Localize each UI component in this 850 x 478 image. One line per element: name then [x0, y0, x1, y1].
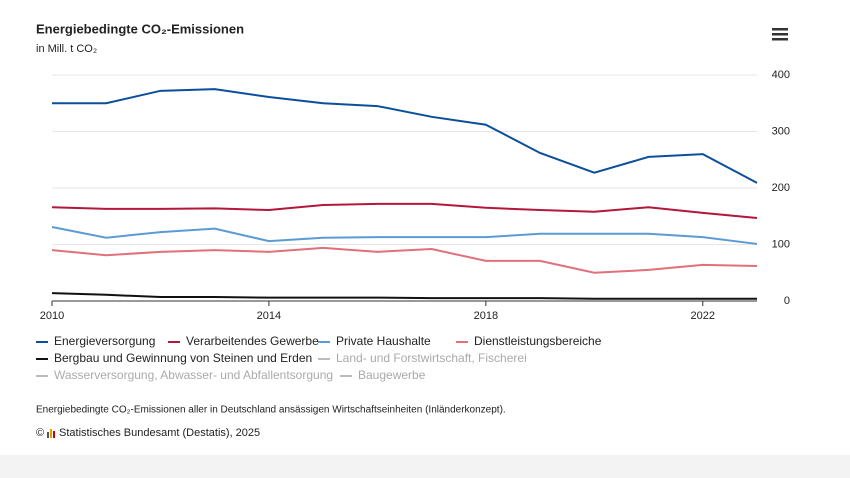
source: Statistisches Bundesamt (Destatis), 2025	[59, 427, 260, 439]
chart-subtitle: in Mill. t CO₂	[36, 43, 97, 55]
x-tick-label: 2022	[691, 310, 715, 322]
x-tick-label: 2010	[40, 310, 64, 322]
legend-label: Private Haushalte	[336, 334, 431, 348]
logo	[47, 429, 55, 438]
y-tick-label: 0	[784, 295, 790, 307]
series-line	[51, 202, 758, 219]
y-tick-label: 200	[772, 182, 790, 194]
y-tick-label: 100	[772, 238, 790, 250]
series-line	[51, 292, 757, 300]
x-tick-label: 2014	[257, 310, 281, 322]
source-symbol: ©	[36, 427, 44, 439]
legend-label: Wasserversorgung, Abwasser- und Abfallen…	[54, 368, 333, 382]
menu-bar[interactable]	[772, 28, 788, 31]
logo-bar	[53, 431, 55, 438]
legend-label: Bergbau und Gewinnung von Steinen und Er…	[54, 351, 312, 365]
legend-label: Land- und Forstwirtschaft, Fischerei	[336, 351, 527, 365]
legend-label: Energieversorgung	[54, 334, 155, 348]
footnote: Energiebedingte CO₂-Emissionen aller in …	[36, 405, 506, 416]
legend-label: Verarbeitendes Gewerbe	[186, 334, 319, 348]
logo-bar	[47, 432, 49, 438]
menu-button[interactable]	[772, 28, 788, 41]
series-line	[51, 246, 758, 274]
chart-title: Energiebedingte CO₂-Emissionen	[36, 21, 244, 36]
legend-label: Baugewerbe	[358, 368, 426, 382]
y-tick-label: 400	[772, 69, 790, 81]
menu-bar[interactable]	[772, 38, 788, 41]
logo-bar	[50, 429, 52, 438]
series-line	[51, 226, 758, 245]
bottom-strip	[0, 455, 850, 478]
legend-label: Dienstleistungsbereiche	[474, 334, 602, 348]
x-tick-label: 2018	[474, 310, 498, 322]
menu-bar[interactable]	[772, 33, 788, 36]
y-tick-label: 300	[772, 125, 790, 137]
series-line	[52, 88, 758, 184]
